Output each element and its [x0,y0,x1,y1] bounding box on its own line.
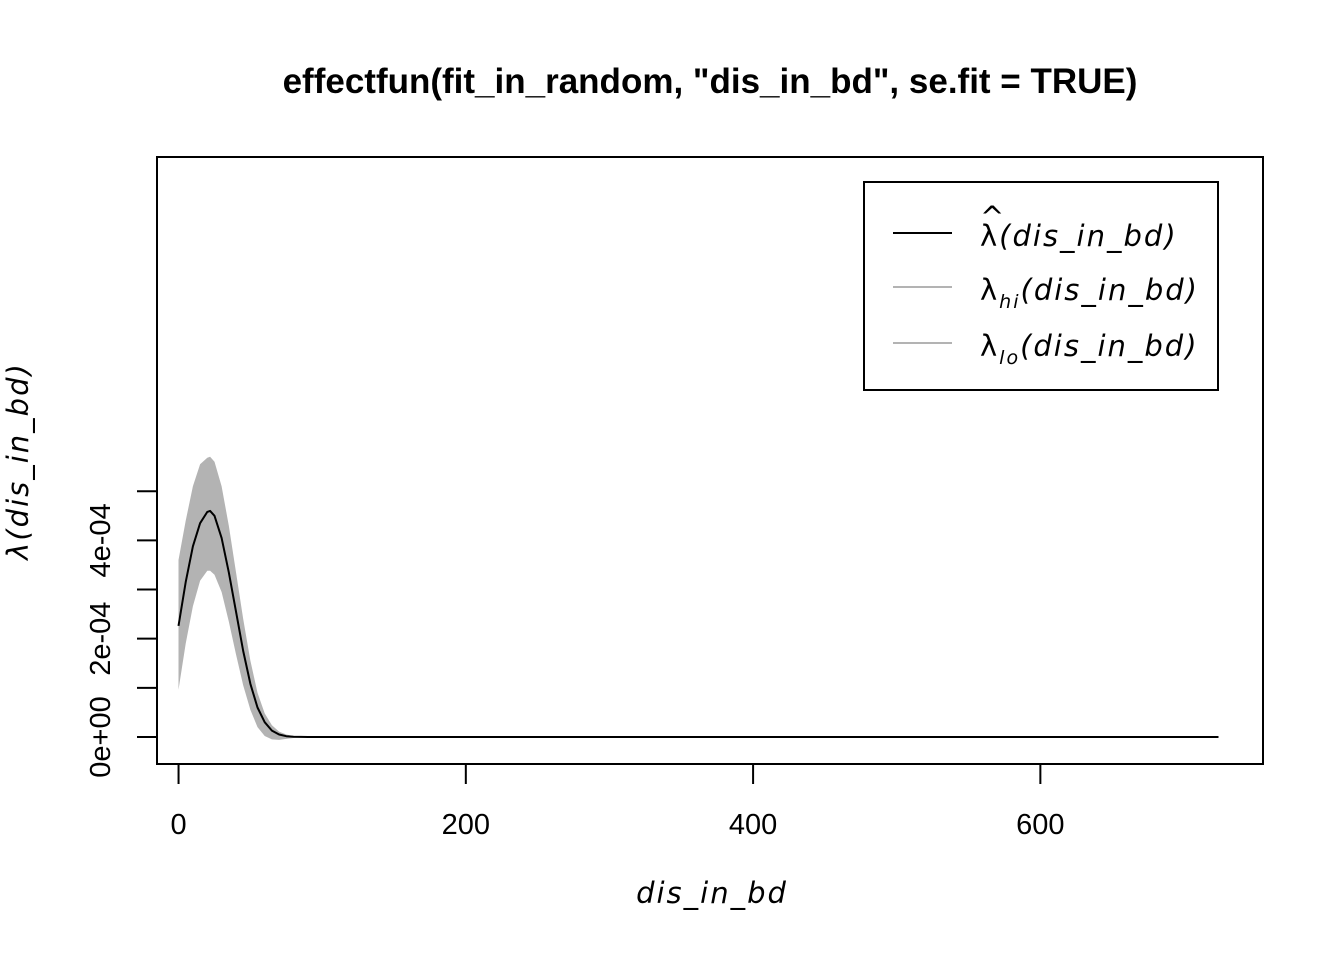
confidence-band [178,456,1219,740]
chart-title: effectfun(fit_in_random, "dis_in_bd", se… [283,62,1138,101]
series-line-fit [177,509,1219,738]
y-axis-label: λ(dis_in_bd) [1,362,35,562]
y-tick-label: 2e-04 [85,602,117,676]
legend-entry-label: λlo(dis_in_bd) [980,329,1199,369]
y-tick-label: 4e-04 [85,503,117,577]
legend-entry-label: λhi(dis_in_bd) [980,273,1199,313]
legend-entry-label: λ(dis_in_bd) [980,219,1178,253]
x-axis-label: dis_in_bd [636,876,788,910]
x-tick-label: 400 [729,809,777,841]
axes-layer: 0 200 400 600 0e+00 2e-04 4e-04 [85,490,1065,841]
x-tick-label: 0 [170,809,186,841]
y-tick-label: 0e+00 [85,696,117,777]
x-tick-label: 600 [1016,809,1064,841]
plot-layer [177,456,1219,740]
x-tick-label: 200 [442,809,490,841]
legend: λ(dis_in_bd)^ λhi(dis_in_bd) λlo(dis_in_bd… [863,181,1219,391]
legend-hat: ^ [980,200,1006,234]
